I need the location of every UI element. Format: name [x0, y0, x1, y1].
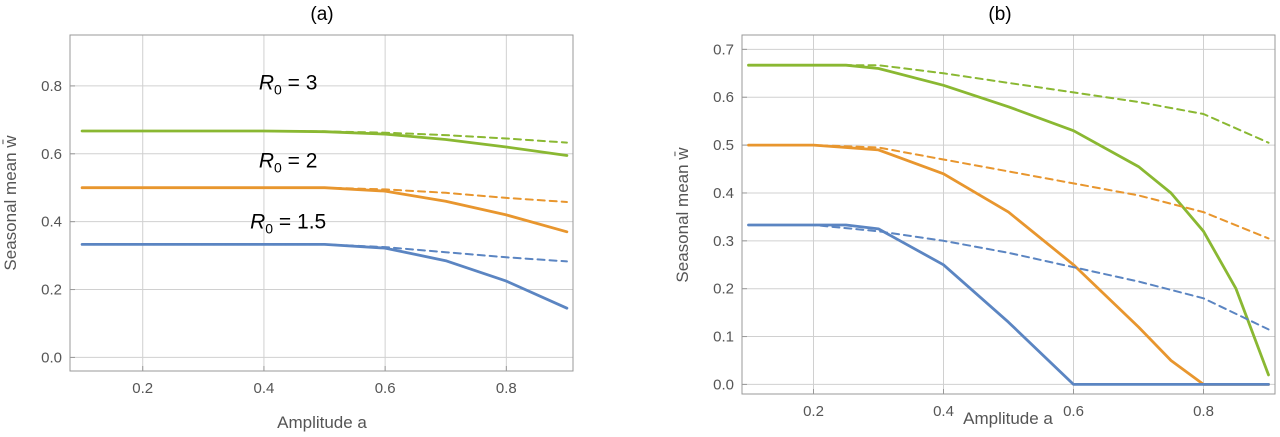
annotation-value: = 3 — [282, 71, 318, 94]
panel-a-series-line-5-dashed — [81, 243, 568, 263]
panel-b-y-axis-label: Seasonal mean w̄ — [673, 147, 692, 283]
panel-b-series-line-4-solid — [747, 223, 1270, 386]
panel-b-series-line-5-dashed — [747, 224, 1270, 331]
panel-a-y-tick-label: 0.2 — [41, 282, 62, 299]
panel-a-series-line-0-solid — [80, 129, 569, 157]
panel-a-title: (a) — [310, 4, 333, 25]
panel-a-y-tick-label: 0.4 — [41, 214, 62, 231]
panel-b-y-tick-label: 0.7 — [713, 41, 734, 58]
panel-b-y-tick-label: 0.1 — [713, 329, 734, 346]
panel-b: (b) 0.2 0.4 0.6 0.8 0.0 0.1 0.2 0.3 0.4 0.5 0.6 0.7… — [673, 4, 1276, 428]
panel-b-title: (b) — [988, 4, 1011, 25]
panel-b-series-line-3-dashed — [747, 144, 1270, 240]
panel-b-frame — [741, 34, 1276, 395]
panel-a-x-axis-label: Amplitude a — [277, 413, 367, 432]
panel-b-y-tick-label: 0.3 — [713, 233, 734, 250]
panel-a-annotation: R0 = 2 — [259, 149, 318, 175]
panel-b-x-tick-label: 0.4 — [933, 403, 954, 420]
panel-b-x-tick-label: 0.6 — [1063, 403, 1084, 420]
panel-a-y-tick-label: 0.0 — [41, 349, 62, 366]
panel-b-y-tick-label: 0.2 — [713, 281, 734, 298]
panel-b-y-tick-label: 0.4 — [713, 185, 734, 202]
panel-a-y-tick-label: 0.8 — [41, 78, 62, 95]
panel-b-series-line-0-solid — [747, 63, 1270, 377]
panel-a-series-line-3-dashed — [81, 186, 568, 203]
annotation-value: = 2 — [282, 149, 318, 172]
panel-b-x-axis-label: Amplitude a — [963, 409, 1053, 428]
panel-b-series-line-2-solid — [747, 143, 1270, 386]
panel-a-x-tick-label: 0.4 — [253, 380, 274, 397]
annotation-subscript: 0 — [274, 81, 282, 97]
panel-b-series-line-1-dashed — [747, 64, 1270, 144]
panel-a-x-tick-label: 0.8 — [496, 380, 517, 397]
panel-a-annotation: R0 = 1.5 — [250, 210, 326, 236]
panel-b-x-tick-label: 0.8 — [1193, 403, 1214, 420]
annotation-subscript: 0 — [274, 159, 282, 175]
panel-a-series-line-4-solid — [80, 242, 569, 310]
panel-a: (a) 0.2 0.4 0.6 0.80.00.20.40.60.8 R0 = 3R0… — [1, 4, 574, 432]
panel-a-series-line-1-dashed — [81, 130, 568, 144]
annotation-base: R — [259, 71, 274, 94]
panel-b-y-tick-label: 0.0 — [713, 376, 734, 393]
annotation-subscript: 0 — [265, 220, 273, 236]
annotation-value: = 1.5 — [273, 210, 326, 233]
panel-a-y-tick-label: 0.6 — [41, 146, 62, 163]
panel-b-y-tick-label: 0.6 — [713, 89, 734, 106]
panel-a-annotation: R0 = 3 — [259, 71, 318, 97]
annotation-base: R — [259, 149, 274, 172]
panel-a-frame — [69, 34, 574, 372]
panel-b-x-tick-label: 0.2 — [803, 403, 824, 420]
panel-a-y-axis-label: Seasonal mean w̄ — [1, 135, 20, 271]
panel-a-x-tick-label: 0.2 — [132, 380, 153, 397]
panel-b-y-tick-label: 0.5 — [713, 137, 734, 154]
panel-a-x-tick-label: 0.6 — [375, 380, 396, 397]
annotation-base: R — [250, 210, 265, 233]
